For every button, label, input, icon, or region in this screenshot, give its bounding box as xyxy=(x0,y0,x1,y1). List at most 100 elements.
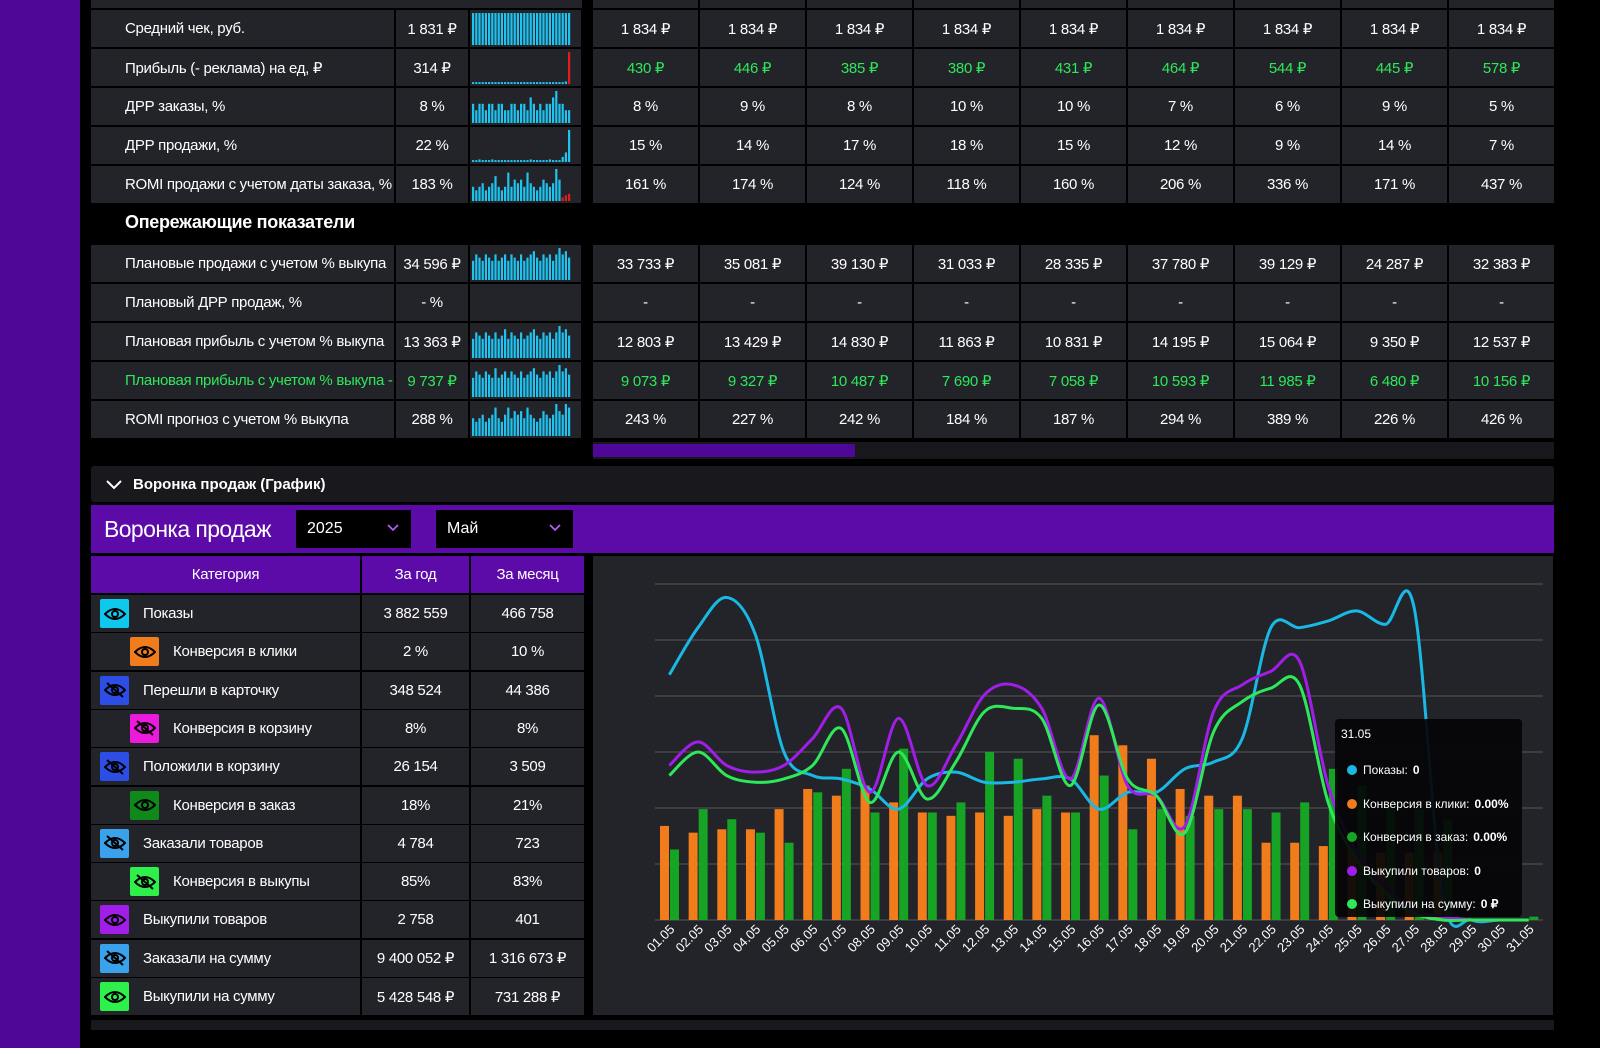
x-tick-label: 22.05 xyxy=(1245,922,1279,956)
eye-off-icon[interactable] xyxy=(100,828,129,858)
sparkline-bar xyxy=(475,332,478,358)
eye-icon[interactable] xyxy=(100,905,129,935)
funnel-category-cell: Конверсия в клики xyxy=(91,633,360,671)
sparkline-bar xyxy=(504,110,507,123)
funnel-row: Положили в корзину 26 154 3 509 xyxy=(91,748,584,786)
sparkline-bar xyxy=(523,377,526,397)
eye-icon[interactable] xyxy=(100,982,129,1011)
funnel-category-cell: Перешли в карточку xyxy=(91,671,360,709)
bar-clicks xyxy=(1175,788,1185,920)
sparkline-bar xyxy=(568,335,571,358)
sparkline-bar xyxy=(520,179,523,201)
sparkline-bar xyxy=(481,338,484,358)
scrollbar-thumb[interactable] xyxy=(593,444,855,457)
x-tick-label: 28.05 xyxy=(1417,922,1451,956)
sparkline-bar xyxy=(548,82,551,84)
sparkline-bar xyxy=(497,418,500,436)
sparkline-bar xyxy=(491,414,494,436)
metric-name: Средний чек, руб. xyxy=(91,10,394,47)
tooltip-item: Конверсия в клики: 0.00% xyxy=(1347,797,1509,811)
metric-cell-partial xyxy=(914,0,1019,8)
bar-clicks xyxy=(660,825,669,920)
sparkline-bar xyxy=(520,160,523,162)
sparkline-bar xyxy=(561,414,564,436)
sparkline-bar xyxy=(558,82,561,84)
col-header-category[interactable]: Категория xyxy=(91,556,360,593)
sparkline-bar xyxy=(564,251,567,280)
eye-icon[interactable] xyxy=(100,599,129,628)
sparkline-bar xyxy=(481,377,484,397)
sparkline-bar xyxy=(494,332,497,358)
tooltip-item: Выкупили товаров: 0 xyxy=(1347,864,1481,878)
funnel-collapse-toggle[interactable]: Воронка продаж (График) xyxy=(91,466,1554,502)
metric-value: 10 487 ₽ xyxy=(807,362,912,399)
metric-sparkline xyxy=(470,88,581,125)
sparkline-bar xyxy=(568,13,571,45)
bar-orders xyxy=(1042,795,1052,920)
metric-value: 10 831 ₽ xyxy=(1021,323,1126,360)
funnel-year-value: 85% xyxy=(362,863,469,901)
funnel-category-label: Показы xyxy=(143,605,194,622)
month-select[interactable]: Май xyxy=(436,510,573,548)
eye-icon[interactable] xyxy=(130,790,159,820)
sparkline-bar xyxy=(545,374,548,397)
sparkline-bar xyxy=(529,159,532,162)
sparkline-bar xyxy=(523,338,526,358)
eye-off-icon[interactable] xyxy=(130,713,159,743)
funnel-month-value: 8% xyxy=(471,709,584,747)
metric-total: 288 % xyxy=(396,401,468,438)
bar-orders xyxy=(670,849,679,920)
sparkline-bar xyxy=(494,160,497,162)
series-line xyxy=(668,589,1529,928)
sparkline-bar xyxy=(497,160,500,162)
metric-total: 183 % xyxy=(396,166,468,203)
eye-off-icon[interactable] xyxy=(100,752,129,782)
sparkline-bar xyxy=(497,186,500,201)
sparkline-bar xyxy=(552,160,555,162)
metric-value: 6 % xyxy=(1235,88,1340,125)
metric-value: 7 % xyxy=(1128,88,1233,125)
bar-orders xyxy=(1242,809,1252,920)
sparkline-bar xyxy=(488,13,491,45)
metric-name: ДРР заказы, % xyxy=(91,88,394,125)
metric-value: 39 130 ₽ xyxy=(807,245,912,282)
metric-value: 31 033 ₽ xyxy=(914,245,1019,282)
eye-off-icon[interactable] xyxy=(100,675,129,705)
col-header-month[interactable]: За месяц xyxy=(471,556,584,593)
col-header-year[interactable]: За год xyxy=(362,556,469,593)
sparkline-bar xyxy=(545,257,548,280)
tooltip-item: Показы: 0 xyxy=(1347,763,1420,777)
metric-cell-partial xyxy=(1342,0,1447,8)
metric-cell-partial xyxy=(1235,0,1340,8)
metric-value: 227 % xyxy=(700,401,805,438)
eye-off-icon[interactable] xyxy=(130,867,159,897)
sparkline-bar xyxy=(536,421,539,436)
tooltip-item-value: 0 xyxy=(1474,863,1481,878)
funnel-year-value: 18% xyxy=(362,786,469,824)
sparkline-bar xyxy=(478,186,481,201)
metric-value: 10 156 ₽ xyxy=(1449,362,1554,399)
funnel-category-cell: Выкупили на сумму xyxy=(91,978,360,1015)
sparkline-bar xyxy=(510,13,513,45)
sparkline-bar xyxy=(500,103,503,123)
horizontal-scrollbar[interactable] xyxy=(593,442,1554,459)
bar-orders xyxy=(1328,768,1338,920)
year-select[interactable]: 2025 xyxy=(296,510,411,548)
sparkline-bar xyxy=(558,326,561,358)
sparkline-bar xyxy=(488,82,491,84)
x-tick-label: 20.05 xyxy=(1188,922,1222,956)
sparkline-bar xyxy=(545,103,548,123)
sparkline-bar xyxy=(532,160,535,162)
bar-clicks xyxy=(1204,795,1214,920)
eye-icon[interactable] xyxy=(130,637,159,667)
sparkline-bar xyxy=(539,103,542,123)
sparkline-bar xyxy=(526,110,529,123)
sparkline-bar xyxy=(484,190,487,201)
metric-value: 1 834 ₽ xyxy=(593,10,698,47)
eye-off-icon[interactable] xyxy=(100,943,129,973)
x-tick-label: 17.05 xyxy=(1102,922,1136,956)
metric-sparkline xyxy=(470,245,581,282)
metric-value: 14 % xyxy=(1342,127,1447,164)
funnel-month-value: 21% xyxy=(471,786,584,824)
sparkline-bar xyxy=(564,404,567,436)
